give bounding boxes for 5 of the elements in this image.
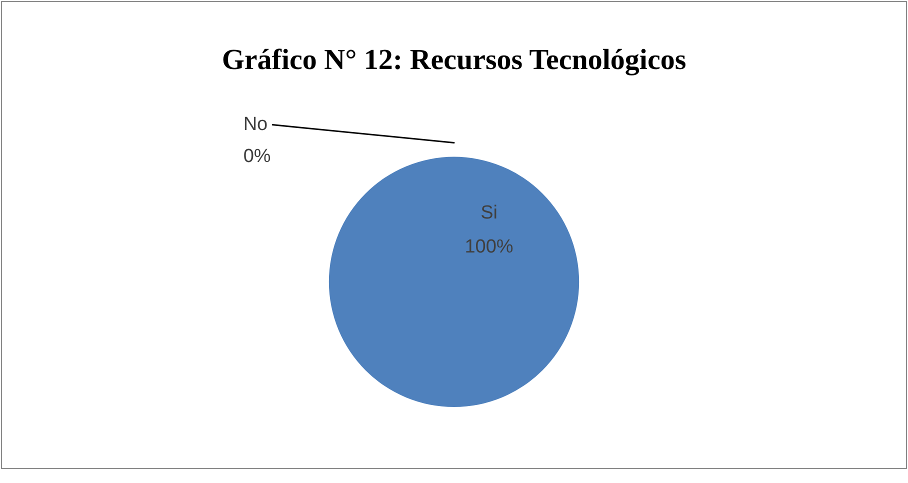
slice-label: Si — [480, 202, 498, 224]
text: 0% — [243, 146, 271, 168]
category-label: No — [243, 114, 268, 136]
chart-title: Gráfico N° 12: Recursos Tecnológicos — [222, 44, 686, 76]
data-label: 100% — [464, 236, 514, 258]
